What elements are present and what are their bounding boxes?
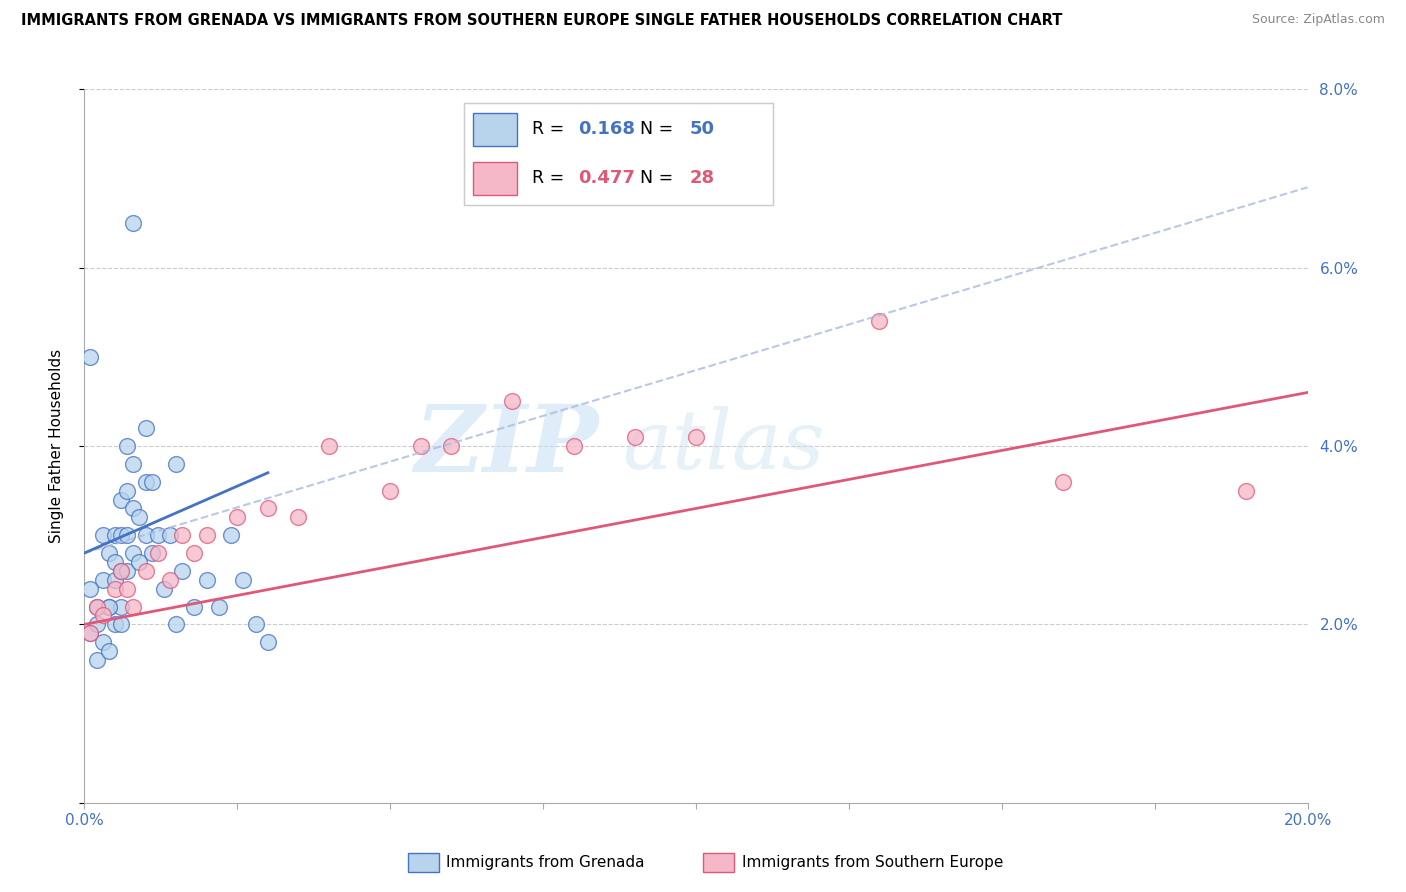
Point: [380, 483, 402, 498]
Point: [232, 573, 254, 587]
Point: [97, 546, 120, 560]
Point: [122, 599, 145, 614]
Text: 28: 28: [690, 169, 714, 187]
Point: [91, 635, 114, 649]
Text: Immigrants from Southern Europe: Immigrants from Southern Europe: [742, 855, 1004, 870]
Point: [128, 510, 150, 524]
Text: 50: 50: [690, 120, 714, 138]
Point: [110, 599, 132, 614]
Point: [141, 546, 163, 560]
Bar: [474, 112, 516, 145]
Text: IMMIGRANTS FROM GRENADA VS IMMIGRANTS FROM SOUTHERN EUROPE SINGLE FATHER HOUSEHO: IMMIGRANTS FROM GRENADA VS IMMIGRANTS FR…: [21, 13, 1063, 29]
Point: [562, 439, 585, 453]
Text: Immigrants from Grenada: Immigrants from Grenada: [446, 855, 644, 870]
Point: [747, 171, 769, 186]
Point: [440, 439, 463, 453]
Point: [146, 528, 169, 542]
Point: [104, 582, 127, 596]
Point: [195, 528, 218, 542]
Text: N =: N =: [640, 120, 679, 138]
Point: [135, 421, 157, 435]
Point: [1052, 475, 1074, 489]
Point: [135, 528, 157, 542]
Point: [79, 626, 101, 640]
Point: [624, 430, 647, 444]
Point: [146, 546, 169, 560]
Point: [86, 599, 108, 614]
Point: [159, 573, 181, 587]
Point: [195, 573, 218, 587]
Point: [502, 394, 524, 409]
Point: [91, 608, 114, 623]
Point: [79, 582, 101, 596]
Point: [257, 501, 280, 516]
Point: [115, 582, 138, 596]
Point: [128, 555, 150, 569]
Point: [165, 617, 187, 632]
Point: [115, 439, 138, 453]
Point: [97, 644, 120, 658]
Point: [122, 501, 145, 516]
Point: [91, 528, 114, 542]
Point: [110, 564, 132, 578]
Point: [172, 564, 194, 578]
Point: [110, 564, 132, 578]
Point: [183, 599, 205, 614]
Text: ZIP: ZIP: [413, 401, 598, 491]
Point: [86, 599, 108, 614]
Point: [79, 350, 101, 364]
Point: [110, 492, 132, 507]
Text: 0.168: 0.168: [578, 120, 636, 138]
Point: [153, 582, 176, 596]
Point: [115, 528, 138, 542]
Point: [287, 510, 309, 524]
Point: [165, 457, 187, 471]
Text: atlas: atlas: [623, 406, 825, 486]
Point: [79, 626, 101, 640]
Point: [104, 617, 127, 632]
Point: [110, 617, 132, 632]
Text: R =: R =: [531, 169, 569, 187]
Point: [135, 564, 157, 578]
Point: [97, 599, 120, 614]
Point: [115, 483, 138, 498]
Point: [104, 555, 127, 569]
Point: [685, 430, 707, 444]
Point: [409, 439, 432, 453]
Point: [183, 546, 205, 560]
Point: [97, 599, 120, 614]
Point: [219, 528, 242, 542]
Point: [172, 528, 194, 542]
Point: [86, 653, 108, 667]
Point: [122, 546, 145, 560]
Point: [245, 617, 267, 632]
Y-axis label: Single Father Households: Single Father Households: [49, 349, 63, 543]
Point: [318, 439, 340, 453]
Point: [86, 617, 108, 632]
Point: [869, 314, 891, 328]
Point: [159, 528, 181, 542]
Text: N =: N =: [640, 169, 679, 187]
Point: [110, 528, 132, 542]
Point: [141, 475, 163, 489]
Point: [135, 475, 157, 489]
Point: [122, 216, 145, 230]
Bar: [474, 162, 516, 194]
Point: [104, 528, 127, 542]
Point: [115, 564, 138, 578]
Point: [208, 599, 231, 614]
Point: [1236, 483, 1258, 498]
Point: [226, 510, 249, 524]
Text: Source: ZipAtlas.com: Source: ZipAtlas.com: [1251, 13, 1385, 27]
Point: [257, 635, 280, 649]
Text: 0.477: 0.477: [578, 169, 636, 187]
Text: R =: R =: [531, 120, 569, 138]
Point: [91, 573, 114, 587]
Point: [104, 573, 127, 587]
Point: [122, 457, 145, 471]
